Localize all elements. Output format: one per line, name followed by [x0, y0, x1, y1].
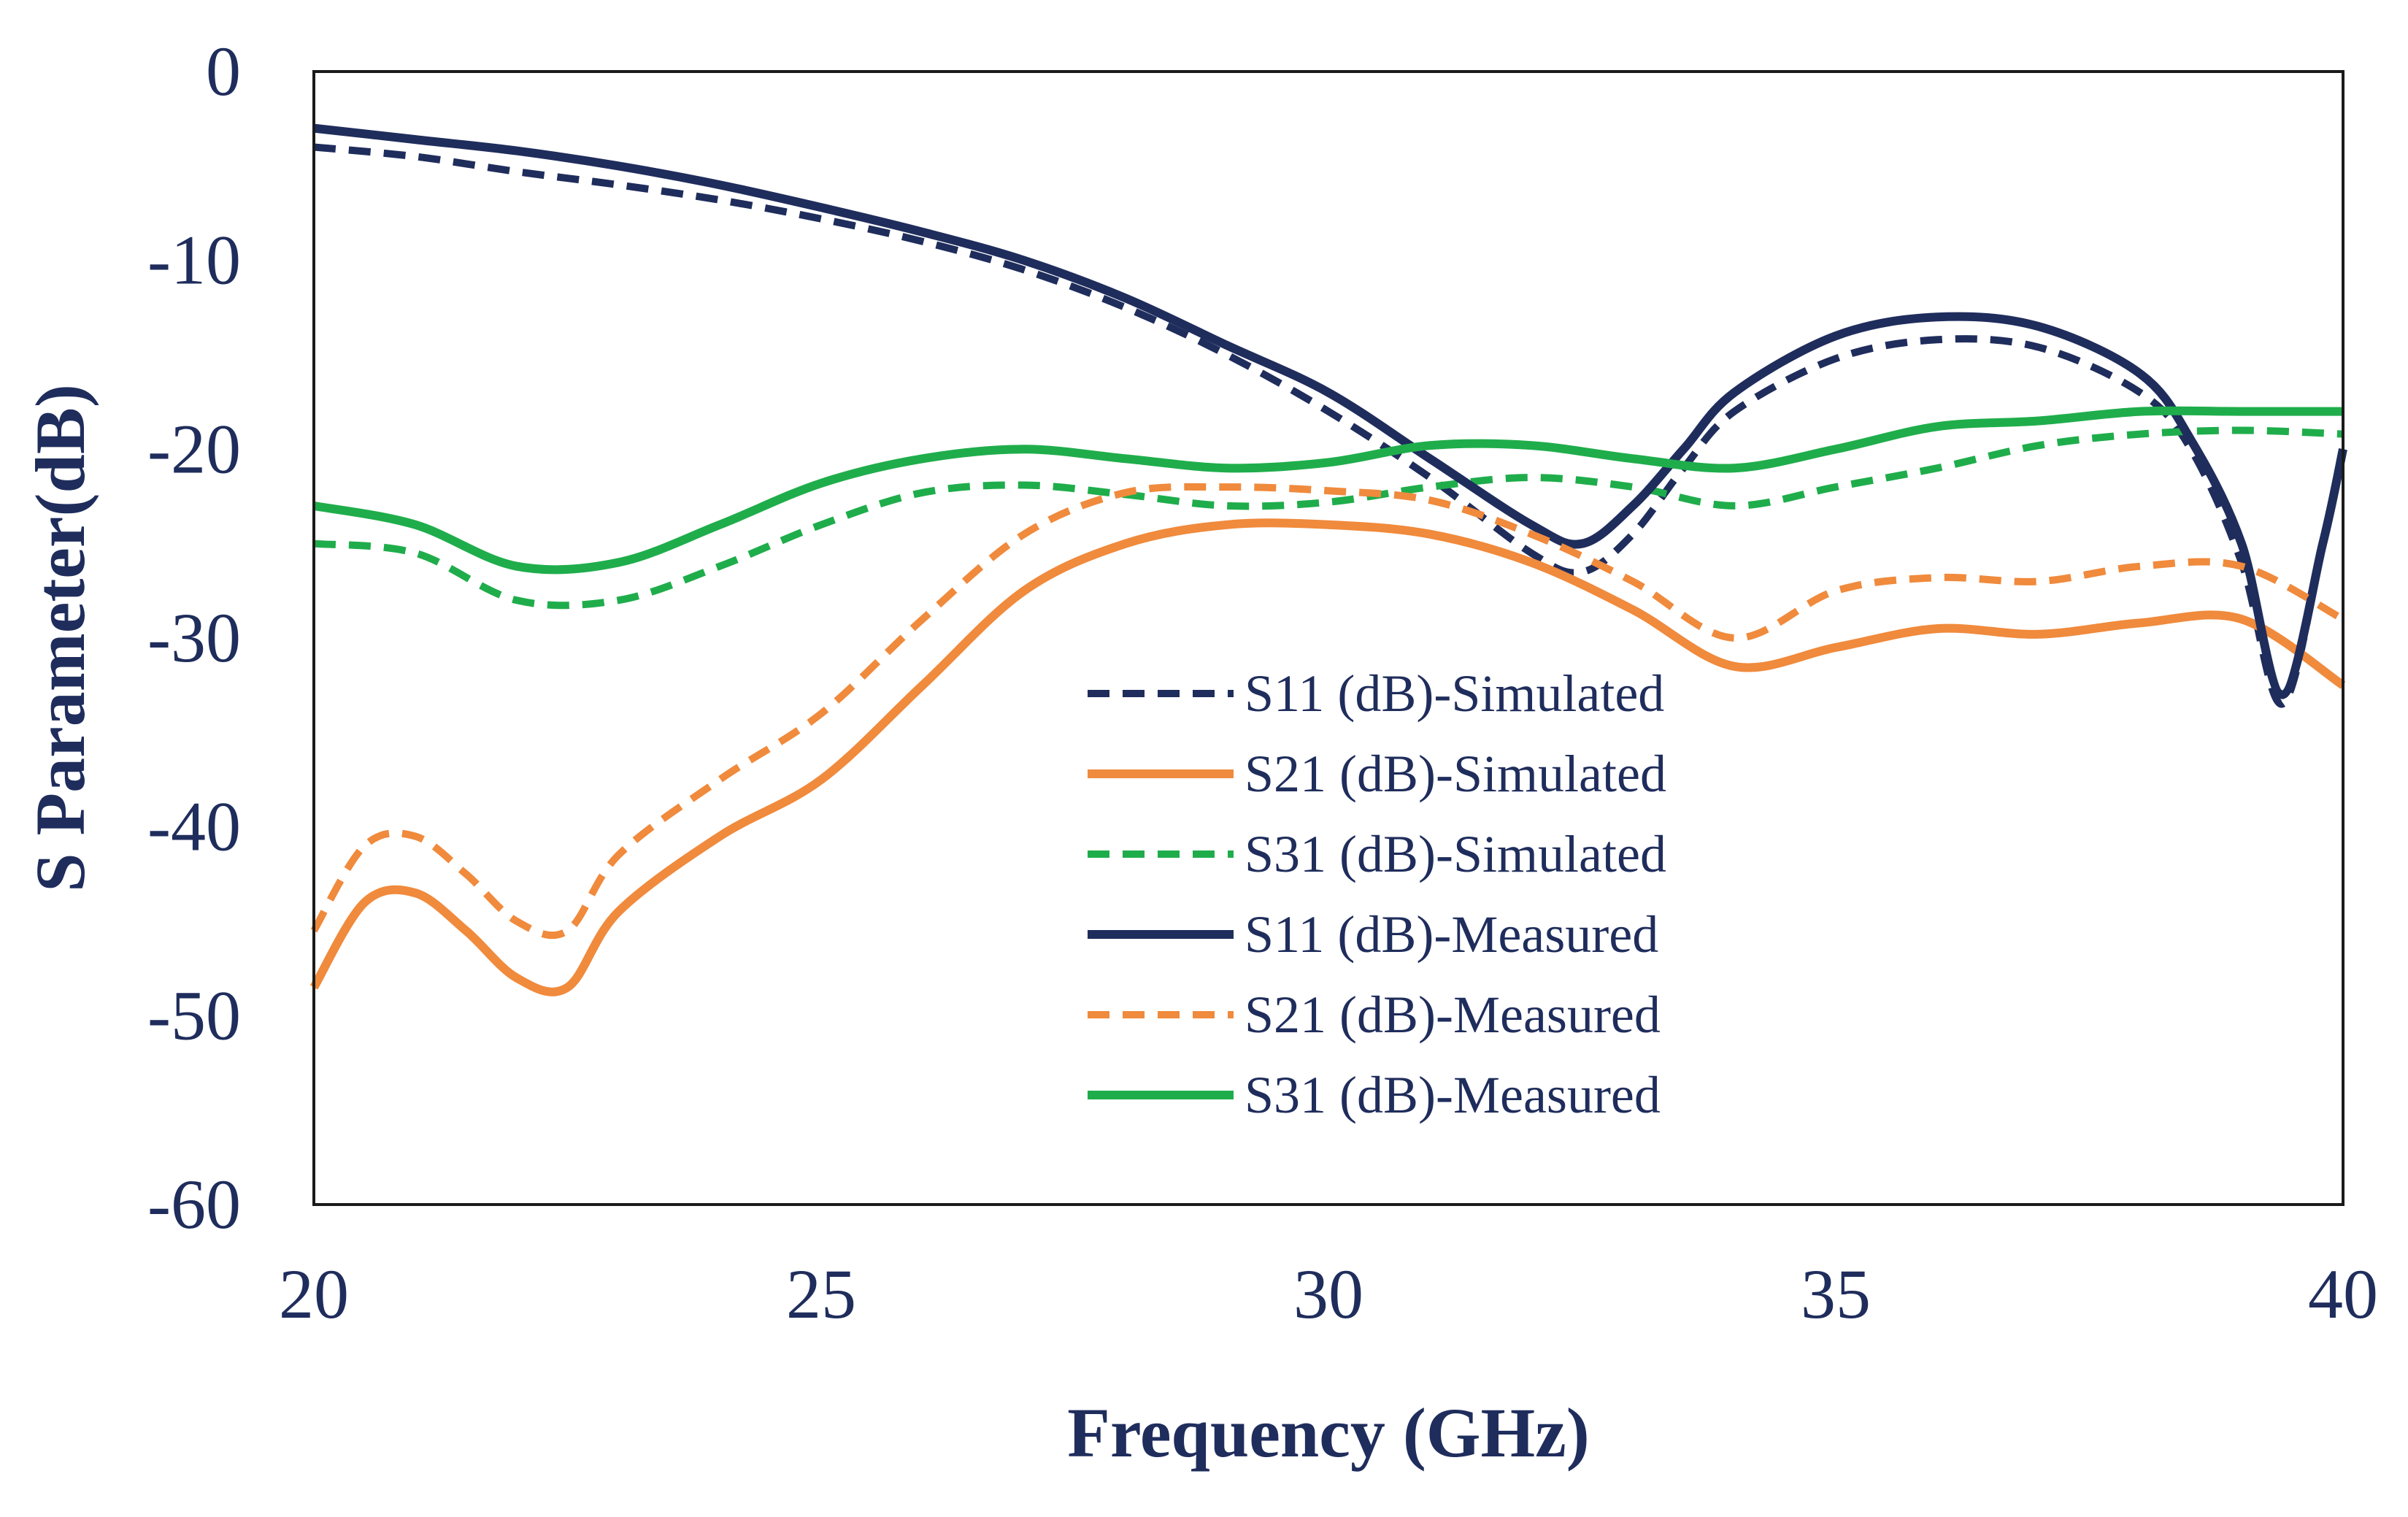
series-line-s11-db-measured: [313, 123, 2347, 699]
legend-label-s31-db-simulated: S31 (dB)-Simulated: [1245, 825, 1666, 883]
y-tick-label: -40: [147, 788, 241, 866]
x-tick-label: 40: [2308, 1255, 2378, 1333]
y-tick-label: -60: [147, 1165, 241, 1243]
legend: S11 (dB)-Simulated S21 (dB)-Simulated S31 …: [1088, 664, 1666, 1124]
x-tick-label: 35: [1801, 1255, 1871, 1333]
x-tick-label: 20: [279, 1255, 349, 1333]
series-line-s21-db-simulated: [309, 518, 2346, 996]
x-axis-ticks: 20 25 30 35 40: [279, 1255, 2378, 1333]
y-axis-title: S Parameter(dB): [21, 384, 99, 892]
legend-label-s21-db-measured: S21 (dB)-Measured: [1245, 986, 1661, 1044]
y-tick-label: -20: [147, 410, 241, 488]
plot-lines: [309, 123, 2347, 996]
legend-label-s31-db-measured: S31 (dB)-Measured: [1245, 1066, 1661, 1124]
plot-area-frame: [312, 70, 2344, 1206]
legend-label-s21-db-simulated: S21 (dB)-Simulated: [1245, 745, 1666, 803]
legend-label-s11-db-measured: S11 (dB)-Measured: [1245, 905, 1658, 964]
y-axis-ticks: 0 -10 -20 -30 -40 -50 -60: [147, 32, 241, 1243]
x-axis-title: Frequency (GHz): [1067, 1394, 1589, 1472]
y-tick-label: -50: [147, 976, 241, 1054]
series-line-s31-db-measured: [312, 406, 2343, 575]
series-line-s31-db-simulated: [313, 426, 2344, 610]
x-tick-label: 30: [1293, 1255, 1363, 1333]
y-tick-label: -30: [147, 599, 241, 677]
y-tick-label: 0: [206, 32, 241, 110]
series-line-s21-db-measured: [310, 483, 2345, 940]
legend-label-s11-db-simulated: S11 (dB)-Simulated: [1245, 664, 1664, 723]
x-tick-label: 25: [786, 1255, 856, 1333]
y-tick-label: -10: [147, 221, 241, 299]
